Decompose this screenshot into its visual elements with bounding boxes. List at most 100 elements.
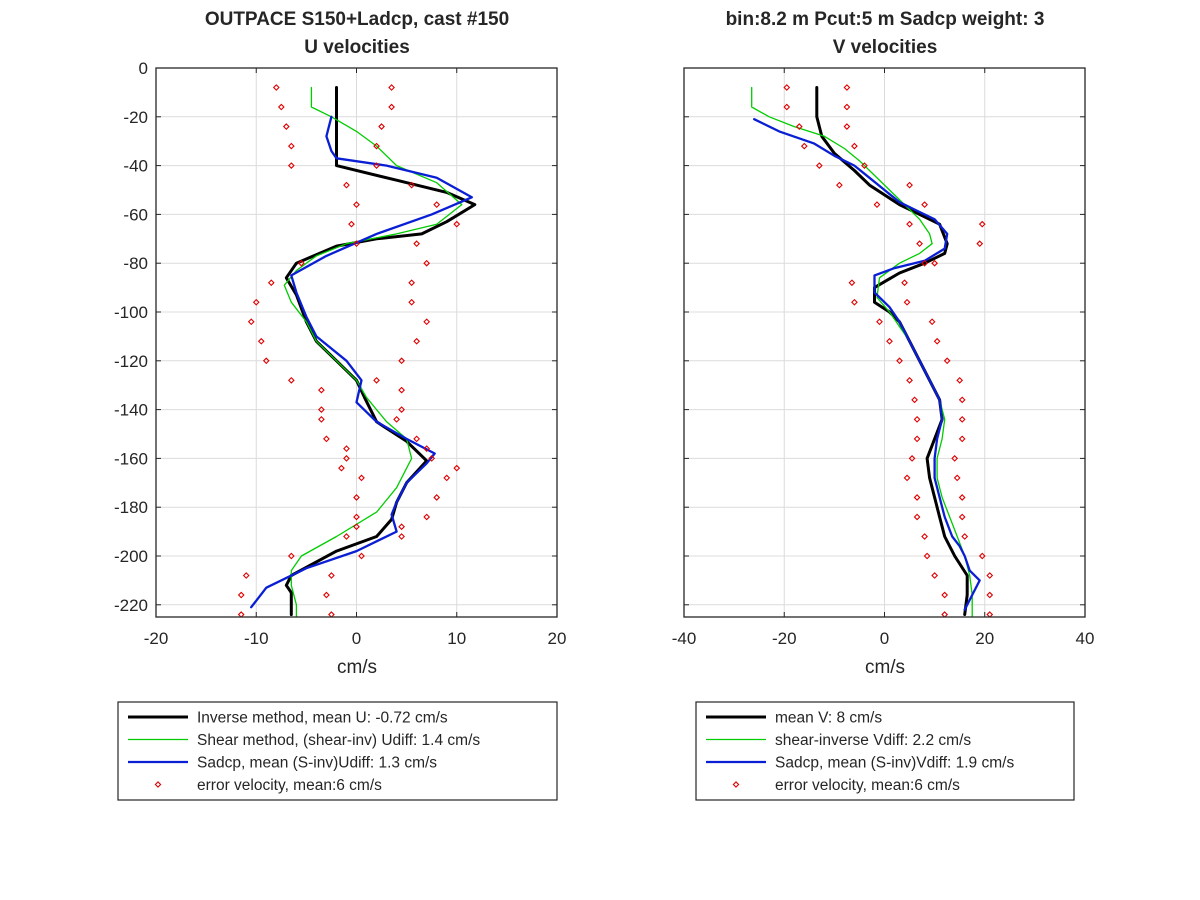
v-legend: mean V: 8 cm/s shear-inverse Vdiff: 2.2 c… <box>695 701 1075 801</box>
v-error-velocity-marker-24 <box>876 318 883 326</box>
u-error-velocity-marker-30 <box>287 376 295 384</box>
u-error-velocity-marker-50 <box>353 513 360 521</box>
u-y-tick-label-4: -80 <box>123 254 148 273</box>
u-error-velocity-marker-61 <box>323 591 330 599</box>
u-error-velocity-marker-13 <box>433 201 441 209</box>
v-error-velocity-marker-1 <box>843 84 851 91</box>
v-error-velocity-marker-21 <box>901 279 908 287</box>
u-x-axis-label: cm/s <box>337 657 377 678</box>
v-error-velocity-marker-42 <box>913 494 921 501</box>
u-error-velocity-marker-52 <box>353 523 360 531</box>
u-y-tick-label-2: -40 <box>123 157 148 176</box>
v-error-velocity-marker-35 <box>958 415 966 423</box>
u-error-velocity-marker-45 <box>453 464 461 472</box>
u-error-velocity-marker-1 <box>388 84 395 91</box>
v-x-tick-label-4: 40 <box>1076 629 1095 648</box>
v-error-velocity-marker-3 <box>843 103 851 111</box>
v-x-axis-label: cm/s <box>865 657 905 678</box>
u-x-tick-label-2: 0 <box>352 629 361 648</box>
v-error-velocity-marker-30 <box>906 376 913 384</box>
u-error-velocity-marker-41 <box>423 445 431 453</box>
v-error-velocity-marker-46 <box>921 533 928 540</box>
v-series-line-2 <box>753 118 981 611</box>
v-legend-label-0: mean V: 8 cm/s <box>775 710 882 727</box>
u-legend: Inverse method, mean U: -0.72 cm/s Shear … <box>117 701 558 801</box>
u-error-velocity-marker-33 <box>398 386 405 394</box>
v-error-velocity-marker-17 <box>976 240 984 248</box>
v-error-velocity-marker-18 <box>921 259 928 267</box>
u-error-velocity-marker-18 <box>297 259 305 267</box>
u-y-tick-label-1: -20 <box>123 108 148 127</box>
u-error-velocity-marker-40 <box>343 445 350 453</box>
u-error-velocity-marker-28 <box>262 357 270 365</box>
v-legend-marker-3 <box>732 781 740 788</box>
u-y-tick-label-3: -60 <box>123 205 148 224</box>
u-series-line-2 <box>250 115 473 609</box>
u-legend-label-0: Inverse method, mean U: -0.72 cm/s <box>197 710 448 727</box>
v-error-velocity-marker-19 <box>931 259 939 267</box>
v-series-line-1 <box>751 86 973 617</box>
u-legend-marker-3 <box>154 781 162 788</box>
u-error-velocity-marker-58 <box>242 572 250 579</box>
v-legend-label-2: Sadcp, mean (S-inv)Vdiff: 1.9 cm/s <box>775 755 1014 772</box>
u-error-velocity-marker-2 <box>277 103 285 111</box>
v-error-velocity-marker-54 <box>941 611 949 617</box>
v-error-velocity-marker-8 <box>815 162 823 169</box>
v-error-velocity-marker-25 <box>928 318 936 326</box>
v-error-velocity-marker-14 <box>906 220 913 228</box>
u-error-velocity-marker-39 <box>413 435 421 443</box>
u-error-velocity-marker-27 <box>413 337 421 345</box>
u-error-velocity-marker-60 <box>237 591 245 599</box>
u-y-tick-label-0: 0 <box>139 59 148 78</box>
u-error-velocity-marker-32 <box>318 386 325 394</box>
u-error-velocity-marker-23 <box>408 298 416 306</box>
u-error-velocity-marker-37 <box>393 415 400 423</box>
u-error-velocity-marker-54 <box>343 533 350 540</box>
v-error-velocity-marker-55 <box>986 611 994 617</box>
u-chart-title: OUTPACE S150+Ladcp, cast #150 <box>205 9 509 30</box>
v-error-velocity-marker-28 <box>896 357 903 365</box>
v-error-velocity-marker-40 <box>903 474 911 482</box>
u-error-velocity-marker-5 <box>378 123 385 130</box>
u-error-velocity-marker-59 <box>328 572 335 579</box>
u-error-velocity-marker-15 <box>453 220 461 228</box>
u-error-velocity-marker-42 <box>343 455 350 462</box>
u-error-velocity-marker-9 <box>373 162 380 169</box>
v-error-velocity-marker-10 <box>836 181 843 189</box>
u-series-group <box>237 84 477 617</box>
u-error-velocity-marker-0 <box>272 84 280 91</box>
u-error-velocity-marker-22 <box>252 298 260 306</box>
u-y-tick-label-8: -160 <box>114 449 148 468</box>
v-error-velocity-marker-49 <box>978 552 986 560</box>
u-error-velocity-marker-11 <box>408 181 416 189</box>
u-error-velocity-marker-16 <box>353 240 360 248</box>
v-error-velocity-marker-4 <box>795 123 803 130</box>
u-error-velocity-marker-47 <box>443 474 451 482</box>
u-error-velocity-marker-49 <box>433 494 441 501</box>
u-legend-label-3: error velocity, mean:6 cm/s <box>197 777 382 794</box>
u-error-velocity-marker-56 <box>287 552 295 560</box>
v-x-tick-label-2: 0 <box>880 629 889 648</box>
u-error-velocity-marker-46 <box>358 474 365 482</box>
u-error-velocity-marker-35 <box>398 406 405 413</box>
u-error-velocity-marker-21 <box>408 279 416 287</box>
v-chart-subtitle: V velocities <box>833 37 938 58</box>
u-error-velocity-marker-3 <box>388 103 395 111</box>
u-error-velocity-marker-38 <box>323 435 330 443</box>
u-error-velocity-marker-20 <box>267 279 275 287</box>
v-error-velocity-marker-47 <box>961 533 969 540</box>
u-chart-subtitle: U velocities <box>304 37 410 58</box>
u-error-velocity-marker-19 <box>423 259 431 267</box>
u-error-velocity-marker-4 <box>282 123 290 130</box>
v-error-velocity-marker-52 <box>941 591 949 599</box>
u-series-line-1 <box>283 86 463 617</box>
u-y-tick-label-7: -140 <box>114 401 148 420</box>
u-error-velocity-marker-51 <box>423 513 431 521</box>
v-error-velocity-marker-44 <box>913 513 921 521</box>
v-error-velocity-marker-43 <box>958 494 966 501</box>
v-error-velocity-marker-45 <box>958 513 966 521</box>
v-legend-label-3: error velocity, mean:6 cm/s <box>775 777 960 794</box>
v-chart-title: bin:8.2 m Pcut:5 m Sadcp weight: 3 <box>726 9 1045 30</box>
u-legend-box <box>117 701 558 801</box>
u-x-tick-label-0: -20 <box>144 629 169 648</box>
